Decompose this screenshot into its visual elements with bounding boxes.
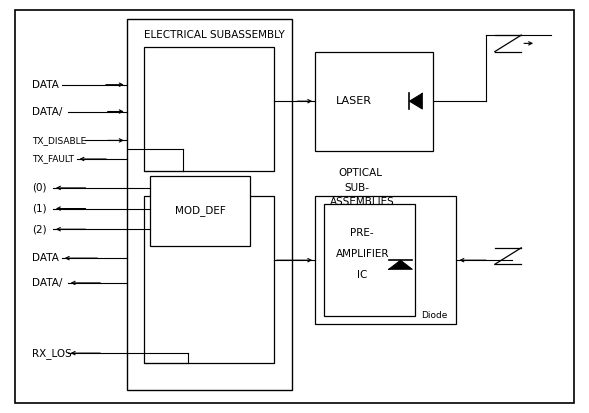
Text: DATA/: DATA/ <box>32 278 63 288</box>
Text: (1): (1) <box>32 204 47 214</box>
Text: OPTICAL: OPTICAL <box>339 169 383 178</box>
Bar <box>144 196 274 363</box>
Text: IC: IC <box>357 270 368 280</box>
Text: DATA: DATA <box>32 253 59 263</box>
Text: Diode: Diode <box>421 311 448 320</box>
Text: ASSEMBLIES: ASSEMBLIES <box>330 197 395 207</box>
Bar <box>315 52 433 151</box>
Text: (2): (2) <box>32 224 47 234</box>
Text: RX_LOS: RX_LOS <box>32 348 72 358</box>
Text: LASER: LASER <box>335 96 372 106</box>
Text: DATA/: DATA/ <box>32 107 63 116</box>
Bar <box>150 176 250 246</box>
Text: TX_FAULT: TX_FAULT <box>32 154 74 164</box>
Bar <box>127 19 292 390</box>
Text: MOD_DEF: MOD_DEF <box>175 205 226 216</box>
Text: TX_DISABLE: TX_DISABLE <box>32 136 87 145</box>
Text: (0): (0) <box>32 183 47 193</box>
Text: DATA: DATA <box>32 80 59 90</box>
Polygon shape <box>389 260 412 269</box>
Bar <box>315 196 456 324</box>
Text: SUB-: SUB- <box>345 183 369 193</box>
Bar <box>324 204 415 316</box>
Text: AMPLIFIER: AMPLIFIER <box>336 249 389 259</box>
Polygon shape <box>409 93 422 109</box>
Text: ELECTRICAL SUBASSEMBLY: ELECTRICAL SUBASSEMBLY <box>144 30 285 40</box>
Text: PRE-: PRE- <box>350 228 374 238</box>
Bar <box>144 47 274 171</box>
